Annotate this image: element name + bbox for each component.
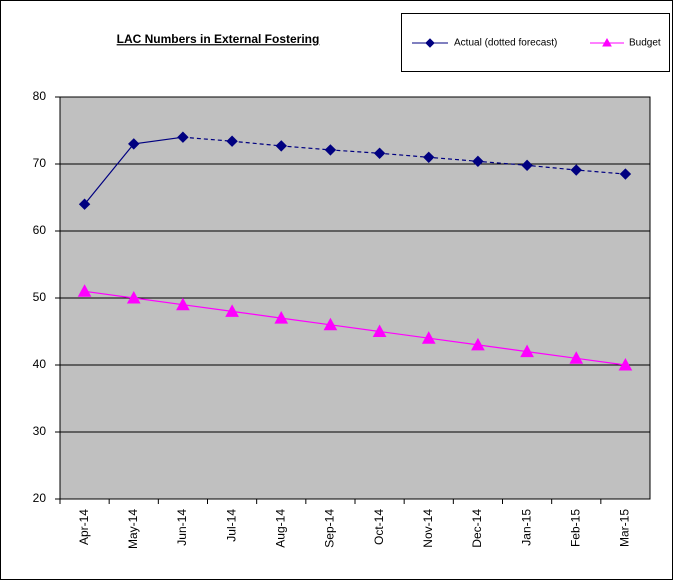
marker xyxy=(126,290,141,304)
marker xyxy=(472,155,484,168)
marker xyxy=(520,344,534,358)
x-tick-label: Apr-14 xyxy=(77,509,91,545)
marker xyxy=(425,38,435,48)
x-tick-label: May-14 xyxy=(126,509,140,549)
x-tick-label: Jul-14 xyxy=(224,509,238,542)
marker xyxy=(323,317,338,331)
x-tick-label: Aug-14 xyxy=(273,509,287,548)
y-tick-label: 80 xyxy=(33,89,47,103)
chart-title: LAC Numbers in External Fostering xyxy=(117,32,320,46)
marker xyxy=(372,324,387,337)
x-tick-label: Feb-15 xyxy=(568,509,582,547)
y-tick-label: 20 xyxy=(33,491,47,505)
marker xyxy=(176,297,190,311)
y-tick-label: 50 xyxy=(33,290,47,304)
marker xyxy=(521,159,533,172)
marker xyxy=(602,37,612,47)
marker xyxy=(569,351,584,364)
marker xyxy=(619,168,632,180)
x-tick-label: Mar-15 xyxy=(618,509,632,547)
marker xyxy=(570,164,582,176)
marker xyxy=(78,198,91,210)
marker xyxy=(471,337,485,351)
x-tick-label: Oct-14 xyxy=(372,509,386,545)
y-tick-label: 60 xyxy=(33,223,47,237)
y-tick-label: 30 xyxy=(33,424,47,438)
marker xyxy=(225,304,239,317)
marker xyxy=(77,284,92,297)
marker xyxy=(421,331,436,344)
x-tick-label: Jun-14 xyxy=(175,509,189,546)
marker xyxy=(128,138,140,150)
x-tick-label: Sep-14 xyxy=(323,509,337,548)
marker xyxy=(226,135,238,147)
marker xyxy=(423,151,435,164)
marker xyxy=(618,357,633,371)
marker xyxy=(373,147,386,159)
x-tick-label: Dec-14 xyxy=(470,509,484,548)
legend-label: Actual (dotted forecast) xyxy=(454,38,557,49)
y-tick-label: 70 xyxy=(33,156,47,170)
marker xyxy=(274,311,289,324)
marker xyxy=(275,140,287,152)
x-tick-label: Jan-15 xyxy=(519,509,533,546)
marker xyxy=(177,131,189,143)
y-tick-label: 40 xyxy=(33,357,47,371)
series-line xyxy=(84,290,626,366)
x-tick-label: Nov-14 xyxy=(421,509,435,548)
legend-label: Budget xyxy=(629,38,661,49)
marker xyxy=(324,144,337,156)
